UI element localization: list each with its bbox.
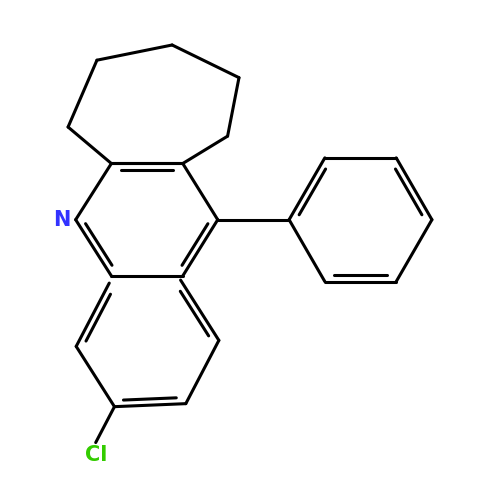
Text: Cl: Cl [84, 445, 107, 465]
Text: N: N [54, 210, 70, 230]
